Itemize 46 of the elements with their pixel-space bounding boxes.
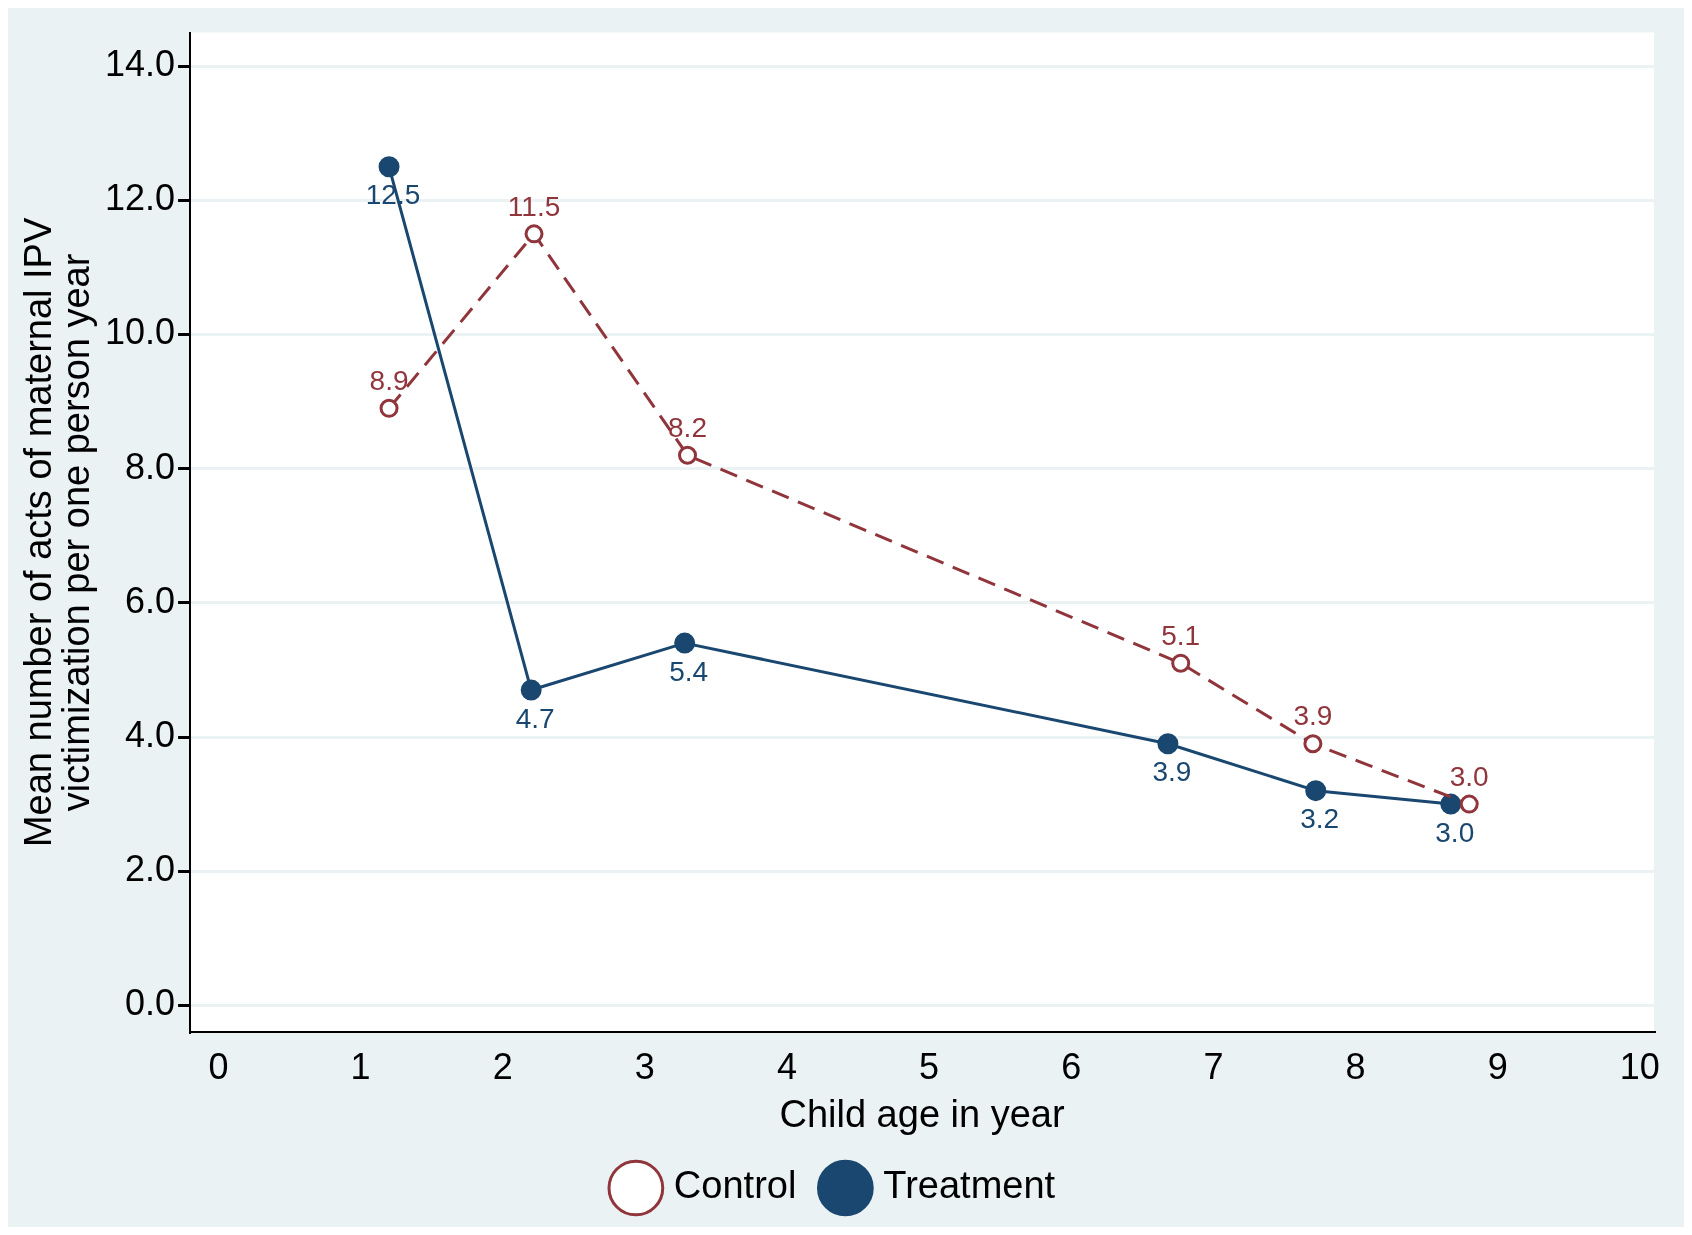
x-tick-label: 1 <box>350 1045 371 1087</box>
y-tick-label: 2.0 <box>125 848 176 890</box>
x-tick-label: 6 <box>1061 1045 1082 1087</box>
y-tick-label: 10.0 <box>104 311 176 353</box>
x-tick-label: 4 <box>776 1045 798 1087</box>
data-label: 8.9 <box>369 365 409 397</box>
data-label: 3.2 <box>1300 803 1340 835</box>
data-label: 5.4 <box>669 655 709 687</box>
x-tick-label: 2 <box>492 1045 513 1087</box>
data-label: 5.1 <box>1161 619 1201 651</box>
x-tick-label: 7 <box>1203 1045 1224 1087</box>
y-tick-label: 8.0 <box>125 445 176 487</box>
y-tick-label: 6.0 <box>125 579 176 621</box>
x-tick-label: 10 <box>1619 1045 1660 1087</box>
data-label: 8.2 <box>668 411 707 443</box>
data-label: 3.9 <box>1152 756 1192 788</box>
y-tick-label: 0.0 <box>125 982 176 1024</box>
y-axis-title: Mean number of acts of maternal IPV victimization per one person year <box>17 217 98 848</box>
point <box>1459 794 1479 814</box>
x-axis-title: Child age in year <box>779 1092 1065 1135</box>
point <box>674 632 696 654</box>
point <box>1171 653 1191 673</box>
point <box>378 156 400 178</box>
x-tick-label: 5 <box>919 1045 940 1087</box>
legend-label: Control <box>673 1164 797 1207</box>
y-tick-label: 4.0 <box>125 713 176 755</box>
point <box>524 224 544 244</box>
data-label: 4.7 <box>515 702 555 734</box>
point <box>1303 734 1323 754</box>
point <box>1440 793 1462 815</box>
data-label: 11.5 <box>507 190 561 222</box>
data-label: 3.0 <box>1449 760 1489 792</box>
data-label: 3.0 <box>1435 816 1475 848</box>
point <box>379 398 399 418</box>
x-tick-label: 3 <box>634 1045 655 1087</box>
point <box>1305 780 1327 802</box>
x-tick-label: 9 <box>1487 1045 1508 1087</box>
legend-label: Treatment <box>883 1164 1056 1207</box>
x-tick-label: 8 <box>1345 1045 1366 1087</box>
y-tick-label: 12.0 <box>104 177 176 219</box>
x-tick-label: 0 <box>208 1045 229 1087</box>
point <box>520 679 542 701</box>
data-label: 3.9 <box>1293 700 1333 732</box>
point <box>1157 733 1179 755</box>
y-tick-label: 14.0 <box>104 43 176 85</box>
point <box>678 445 698 465</box>
